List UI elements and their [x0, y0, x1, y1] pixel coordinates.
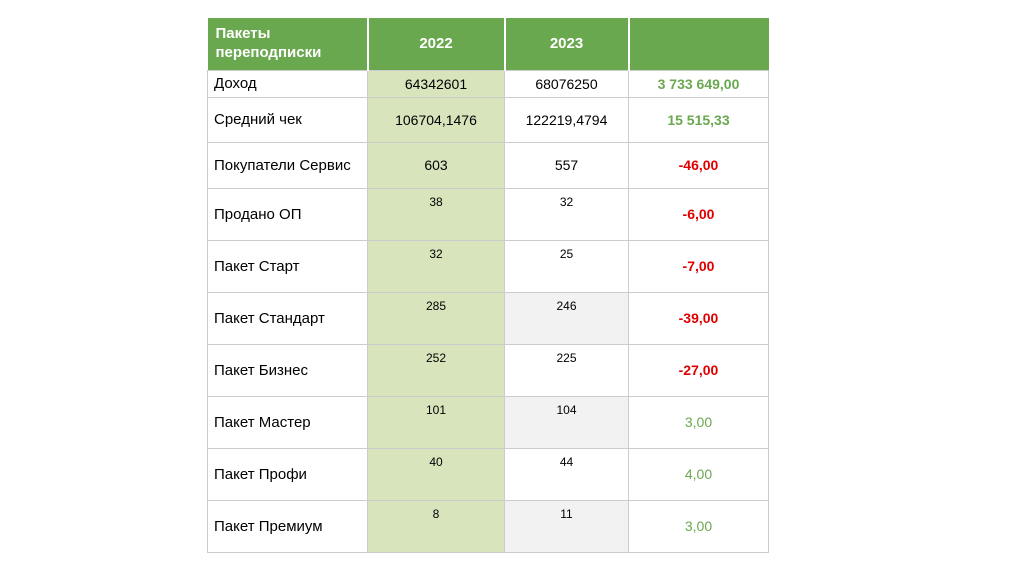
value-2022: 38: [367, 187, 505, 241]
column-header-diff: [627, 18, 769, 70]
diff-value: 4,00: [628, 447, 769, 501]
value-2023: 122219,4794: [504, 96, 629, 143]
value-2022: 285: [367, 291, 505, 345]
table-row: Пакет Профи 40 44 4,00: [207, 447, 769, 501]
diff-value: -46,00: [628, 141, 769, 189]
value-2022: 603: [367, 141, 505, 189]
diff-value: 3,00: [628, 499, 769, 553]
value-2023: 25: [504, 239, 629, 293]
value-2022: 252: [367, 343, 505, 397]
table-row: Пакет Старт 32 25 -7,00: [207, 239, 769, 293]
row-label: Средний чек: [207, 96, 368, 143]
row-label: Пакет Профи: [207, 447, 368, 501]
diff-value: -27,00: [628, 343, 769, 397]
row-label: Доход: [207, 69, 368, 98]
header-row: Пакеты переподписки 2022 2023: [207, 18, 769, 70]
diff-value: -7,00: [628, 239, 769, 293]
row-label: Пакет Мастер: [207, 395, 368, 449]
table-row: Пакет Мастер 101 104 3,00: [207, 395, 769, 449]
value-2023: 44: [504, 447, 629, 501]
column-header-2023: 2023: [503, 18, 629, 70]
subscription-packages-table: Пакеты переподписки 2022 2023 Доход 64342…: [207, 18, 769, 553]
value-2023: 225: [504, 343, 629, 397]
value-2023: 246: [504, 291, 629, 345]
row-label: Продано ОП: [207, 187, 368, 241]
diff-value: -39,00: [628, 291, 769, 345]
value-2022: 32: [367, 239, 505, 293]
value-2022: 64342601: [367, 69, 505, 98]
column-header-2022: 2022: [366, 18, 505, 70]
value-2022: 40: [367, 447, 505, 501]
table-title: Пакеты переподписки: [207, 18, 368, 70]
value-2023: 557: [504, 141, 629, 189]
table-row: Продано ОП 38 32 -6,00: [207, 187, 769, 241]
row-label: Пакет Премиум: [207, 499, 368, 553]
value-2023: 11: [504, 499, 629, 553]
table-row: Пакет Бизнес 252 225 -27,00: [207, 343, 769, 397]
diff-value: 3,00: [628, 395, 769, 449]
value-2023: 104: [504, 395, 629, 449]
row-label: Пакет Стандарт: [207, 291, 368, 345]
value-2022: 101: [367, 395, 505, 449]
value-2022: 106704,1476: [367, 96, 505, 143]
value-2022: 8: [367, 499, 505, 553]
table-body: Доход 64342601 68076250 3 733 649,00 Средний…: [207, 69, 769, 553]
diff-value: 3 733 649,00: [628, 69, 769, 98]
table-row: Средний чек 106704,1476 122219,4794 15 515,…: [207, 96, 769, 143]
diff-value: -6,00: [628, 187, 769, 241]
diff-value: 15 515,33: [628, 96, 769, 143]
row-label: Пакет Бизнес: [207, 343, 368, 397]
table-row: Доход 64342601 68076250 3 733 649,00: [207, 69, 769, 98]
row-label: Пакет Старт: [207, 239, 368, 293]
value-2023: 32: [504, 187, 629, 241]
table-row: Пакет Стандарт 285 246 -39,00: [207, 291, 769, 345]
table-row: Пакет Премиум 8 11 3,00: [207, 499, 769, 553]
row-label: Покупатели Сервис: [207, 141, 368, 189]
value-2023: 68076250: [504, 69, 629, 98]
table-row: Покупатели Сервис 603 557 -46,00: [207, 141, 769, 189]
